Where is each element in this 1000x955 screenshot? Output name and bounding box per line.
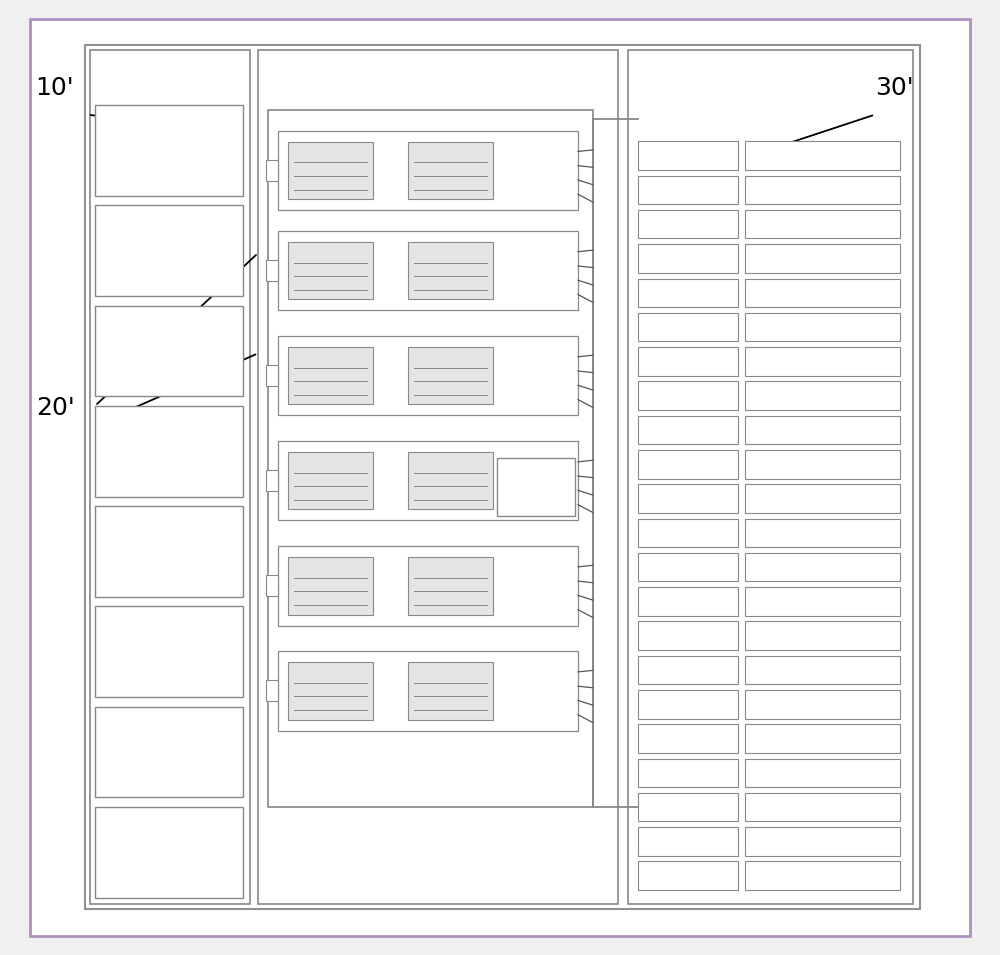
Bar xyxy=(745,587,900,616)
Bar xyxy=(745,827,900,856)
Bar xyxy=(638,279,738,308)
Bar xyxy=(745,724,900,753)
Bar xyxy=(85,45,920,909)
Bar xyxy=(278,336,578,415)
Bar xyxy=(408,142,493,200)
Bar xyxy=(745,381,900,410)
Bar xyxy=(745,519,900,547)
Bar xyxy=(638,622,738,650)
Bar xyxy=(95,406,243,497)
Bar xyxy=(745,861,900,890)
Bar xyxy=(408,348,493,405)
Bar xyxy=(288,453,373,510)
Bar xyxy=(288,243,373,300)
Bar xyxy=(408,453,493,510)
Bar xyxy=(638,415,738,444)
Text: 20': 20' xyxy=(36,396,75,420)
Bar xyxy=(638,484,738,513)
Bar xyxy=(268,110,593,807)
Bar xyxy=(638,450,738,478)
Bar xyxy=(638,656,738,685)
Bar xyxy=(638,176,738,204)
Bar xyxy=(745,415,900,444)
Bar xyxy=(258,50,618,904)
Bar xyxy=(638,210,738,239)
Bar xyxy=(408,663,493,720)
Bar xyxy=(745,313,900,341)
Bar xyxy=(745,758,900,787)
Bar xyxy=(95,306,243,396)
Bar xyxy=(408,558,493,615)
Bar xyxy=(288,663,373,720)
Bar xyxy=(638,690,738,718)
Bar xyxy=(638,141,738,170)
Bar xyxy=(278,546,578,626)
Bar xyxy=(95,707,243,797)
Bar xyxy=(278,441,578,520)
Bar xyxy=(497,458,575,516)
Bar xyxy=(288,142,373,200)
Bar xyxy=(90,50,250,904)
Bar xyxy=(638,827,738,856)
Bar xyxy=(638,244,738,273)
Bar xyxy=(266,575,278,596)
Bar xyxy=(638,347,738,375)
Bar xyxy=(278,651,578,731)
Bar xyxy=(638,381,738,410)
Bar xyxy=(266,680,278,701)
Bar xyxy=(745,553,900,582)
Bar xyxy=(745,244,900,273)
Bar xyxy=(638,861,738,890)
Bar xyxy=(745,176,900,204)
Bar xyxy=(95,506,243,597)
Bar xyxy=(745,347,900,375)
Bar xyxy=(628,50,913,904)
Bar xyxy=(745,656,900,685)
Bar xyxy=(745,141,900,170)
Bar xyxy=(408,243,493,300)
Bar xyxy=(288,558,373,615)
Bar xyxy=(278,131,578,210)
Text: 30': 30' xyxy=(875,76,914,100)
Bar xyxy=(95,807,243,898)
Bar xyxy=(745,484,900,513)
Bar xyxy=(95,105,243,196)
Bar xyxy=(745,690,900,718)
Bar xyxy=(266,471,278,491)
Bar xyxy=(266,366,278,387)
Bar xyxy=(95,205,243,296)
Text: 10': 10' xyxy=(35,76,74,100)
Bar xyxy=(278,231,578,310)
Bar xyxy=(745,279,900,308)
Bar xyxy=(95,606,243,697)
Bar xyxy=(638,313,738,341)
Bar xyxy=(638,758,738,787)
Bar xyxy=(638,519,738,547)
Bar xyxy=(638,793,738,821)
Bar xyxy=(638,553,738,582)
Bar xyxy=(266,159,278,180)
Bar xyxy=(266,261,278,281)
Bar xyxy=(745,622,900,650)
Bar xyxy=(745,793,900,821)
Bar xyxy=(745,210,900,239)
Bar xyxy=(745,450,900,478)
Bar xyxy=(638,724,738,753)
Bar xyxy=(288,348,373,405)
Bar xyxy=(638,587,738,616)
